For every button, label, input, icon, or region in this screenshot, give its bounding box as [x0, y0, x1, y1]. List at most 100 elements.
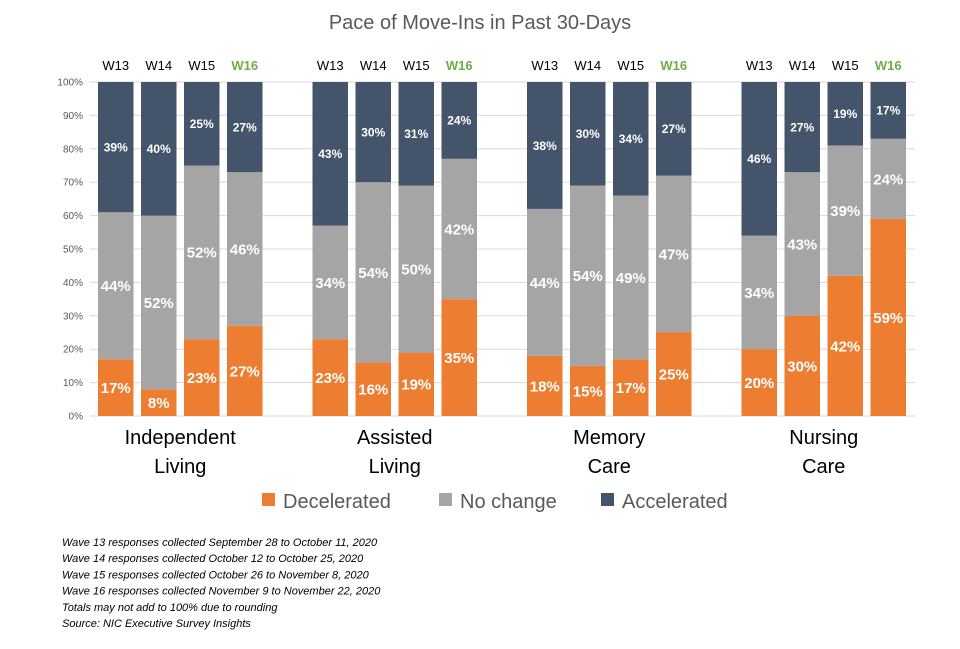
- data-label: 17%: [101, 380, 131, 397]
- legend-swatch: [262, 493, 275, 506]
- wave-label: W15: [832, 58, 859, 73]
- data-label: 38%: [533, 139, 557, 153]
- wave-label: W16: [875, 58, 902, 73]
- no-change-segment: [227, 172, 263, 326]
- accelerated-segment: [141, 82, 177, 216]
- no-change-segment: [312, 225, 348, 340]
- accelerated-segment: [784, 82, 820, 173]
- decelerated-segment: [870, 218, 906, 416]
- data-label: 17%: [876, 104, 900, 118]
- legend-swatch: [601, 493, 614, 506]
- legend-label: Accelerated: [622, 491, 728, 513]
- wave-label: W15: [617, 58, 644, 73]
- data-label: 31%: [404, 127, 428, 141]
- group-label: Memory: [573, 427, 645, 449]
- wave-label: W14: [574, 58, 601, 73]
- footnote: Wave 14 responses collected October 12 t…: [62, 553, 364, 565]
- data-label: 17%: [616, 380, 646, 397]
- data-label: 27%: [233, 120, 257, 134]
- chart-title: Pace of Move-Ins in Past 30-Days: [329, 12, 631, 34]
- data-label: 27%: [662, 122, 686, 136]
- data-label: 43%: [318, 147, 342, 161]
- decelerated-segment: [98, 359, 134, 416]
- data-label: 23%: [315, 370, 345, 387]
- data-label: 24%: [447, 114, 471, 128]
- no-change-segment: [784, 172, 820, 316]
- no-change-segment: [441, 158, 477, 300]
- accelerated-segment: [227, 82, 263, 173]
- data-label: 54%: [573, 268, 603, 285]
- data-label: 25%: [190, 117, 214, 131]
- data-label: 39%: [104, 140, 128, 154]
- no-change-segment: [741, 235, 777, 350]
- no-change-segment: [613, 195, 649, 360]
- y-tick-label: 70%: [63, 178, 83, 189]
- footnotes: Wave 13 responses collected September 28…: [62, 537, 381, 630]
- data-label: 42%: [830, 338, 860, 355]
- y-tick-label: 100%: [57, 78, 83, 89]
- accelerated-segment: [184, 82, 220, 166]
- footnote: Totals may not add to 100% due to roundi…: [62, 602, 278, 614]
- data-label: 39%: [830, 203, 860, 220]
- data-label: 30%: [787, 358, 817, 375]
- y-tick-label: 60%: [63, 211, 83, 222]
- wave-labels: W13 W14 W15 W16 W13 W14 W15 W16 W13 W14 W15 W16 W13 W…: [102, 58, 901, 73]
- data-label: 27%: [790, 120, 814, 134]
- wave-label: W16: [446, 58, 473, 73]
- data-label: 27%: [230, 363, 260, 380]
- data-label: 44%: [101, 278, 131, 295]
- y-tick-label: 40%: [63, 278, 83, 289]
- accelerated-segment: [827, 82, 863, 146]
- no-change-segment: [570, 185, 606, 366]
- footnote: Wave 13 responses collected September 28…: [62, 537, 378, 549]
- accelerated-segment: [98, 82, 134, 213]
- data-label: 24%: [873, 171, 903, 188]
- data-label: 34%: [315, 275, 345, 292]
- decelerated-segment: [184, 339, 220, 416]
- accelerated-segment: [355, 82, 391, 183]
- accelerated-segment: [613, 82, 649, 196]
- wave-label: W13: [531, 58, 558, 73]
- accelerated-segment: [312, 82, 348, 226]
- no-change-segment: [141, 215, 177, 390]
- data-label: 20%: [744, 375, 774, 392]
- group-label: Assisted: [357, 427, 433, 449]
- decelerated-segment: [141, 389, 177, 416]
- group-label: Care: [588, 456, 631, 478]
- legend-label: No change: [460, 491, 557, 513]
- data-label: 23%: [187, 370, 217, 387]
- data-label: 47%: [659, 246, 689, 263]
- no-change-segment: [98, 212, 134, 360]
- data-label: 15%: [573, 383, 603, 400]
- accelerated-segment: [870, 82, 906, 139]
- wave-label: W13: [317, 58, 344, 73]
- data-label: 59%: [873, 310, 903, 327]
- group-label: Care: [802, 456, 845, 478]
- wave-label: W14: [360, 58, 387, 73]
- data-label: 44%: [530, 275, 560, 292]
- data-label: 46%: [747, 152, 771, 166]
- decelerated-segment: [570, 365, 606, 416]
- accelerated-segment: [441, 82, 477, 159]
- footnote: Source: NIC Executive Survey Insights: [62, 618, 251, 630]
- data-label: 46%: [230, 241, 260, 258]
- y-tick-label: 30%: [63, 311, 83, 322]
- wave-label: W14: [145, 58, 172, 73]
- y-tick-label: 10%: [63, 378, 83, 389]
- y-tick-label: 90%: [63, 111, 83, 122]
- data-label: 30%: [361, 125, 385, 139]
- legend: Decelerated No change Accelerated: [262, 491, 728, 513]
- accelerated-segment: [527, 82, 563, 209]
- data-label: 35%: [444, 350, 474, 367]
- no-change-segment: [656, 175, 692, 333]
- decelerated-segment: [741, 349, 777, 416]
- data-label: 52%: [187, 245, 217, 262]
- wave-label: W16: [231, 58, 258, 73]
- data-label: 19%: [833, 107, 857, 121]
- data-label: 42%: [444, 221, 474, 238]
- decelerated-segment: [398, 352, 434, 416]
- data-label: 16%: [358, 382, 388, 399]
- group-label: Independent: [125, 427, 237, 449]
- data-label: 40%: [147, 142, 171, 156]
